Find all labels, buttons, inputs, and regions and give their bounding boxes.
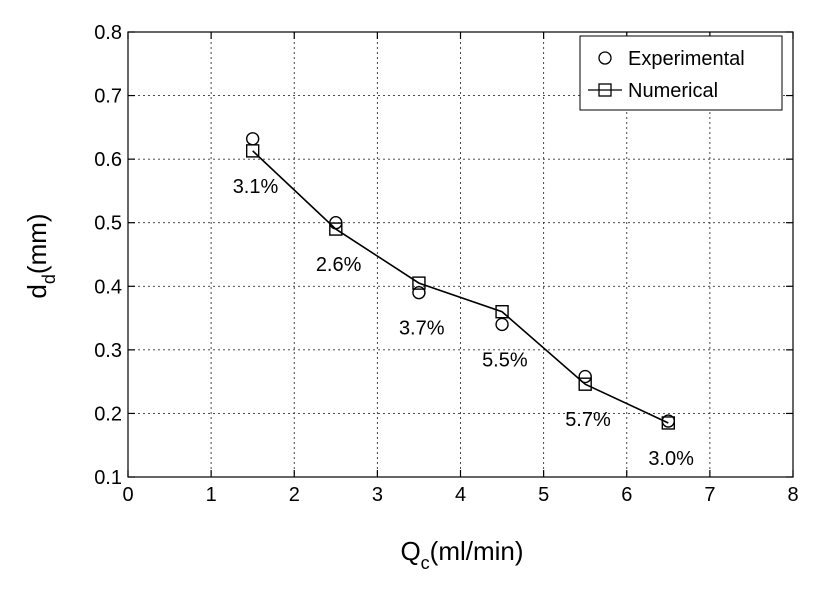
- x-tick-label: 3: [372, 484, 383, 506]
- y-axis-label: dd(mm): [22, 213, 59, 298]
- error-percent-label: 2.6%: [316, 254, 362, 276]
- y-tick-label: 0.6: [94, 149, 122, 171]
- annotations: 3.1% 2.6% 3.7% 5.5% 5.7% 3.0%: [233, 176, 694, 470]
- y-tick-label: 0.5: [94, 213, 122, 235]
- axis-ticks: 0 1 2 3 4 5 6 7 8 0.1 0.2 0.3 0.4 0.5 0.6 0.7 0.8: [94, 22, 798, 506]
- legend-label-numerical: Numerical: [628, 80, 718, 102]
- data-point-numerical: [578, 377, 592, 391]
- data-point-numerical: [661, 416, 676, 430]
- x-tick-label: 1: [206, 484, 217, 506]
- y-tick-label: 0.1: [94, 467, 122, 489]
- error-percent-label: 3.7%: [399, 318, 445, 340]
- data-point-numerical: [495, 305, 509, 319]
- data-point-numerical: [329, 222, 343, 236]
- y-tick-label: 0.4: [94, 276, 122, 298]
- error-percent-label: 5.7%: [565, 409, 611, 431]
- x-tick-label: 7: [704, 484, 715, 506]
- x-tick-label: 4: [455, 484, 466, 506]
- series-line-numerical: [252, 150, 669, 424]
- x-tick-label: 8: [787, 484, 798, 506]
- error-percent-label: 3.0%: [648, 448, 694, 470]
- error-percent-label: 5.5%: [482, 349, 528, 371]
- legend: Experimental Numerical: [579, 35, 783, 111]
- y-tick-label: 0.3: [94, 340, 122, 362]
- data-point-numerical: [245, 144, 260, 158]
- legend-marker-experimental: [598, 51, 612, 65]
- error-percent-label: 3.1%: [233, 176, 279, 198]
- x-tick-label: 6: [621, 484, 632, 506]
- x-tick-label: 2: [289, 484, 300, 506]
- y-tick-label: 0.7: [94, 86, 122, 108]
- y-tick-label: 0.8: [94, 22, 122, 44]
- legend-label-experimental: Experimental: [628, 48, 745, 70]
- x-axis-label: Qc(ml/min): [400, 536, 523, 573]
- data-point-experimental: [412, 285, 426, 300]
- legend-marker-numerical: [598, 83, 612, 97]
- data-point-experimental: [578, 369, 592, 384]
- y-tick-label: 0.2: [94, 403, 122, 425]
- x-tick-label: 0: [122, 484, 133, 506]
- x-tick-label: 5: [538, 484, 549, 506]
- series-layer: [245, 132, 676, 430]
- data-point-experimental: [495, 317, 509, 332]
- data-point-numerical: [412, 276, 426, 290]
- grid: [128, 32, 793, 477]
- legend-box: [579, 35, 783, 111]
